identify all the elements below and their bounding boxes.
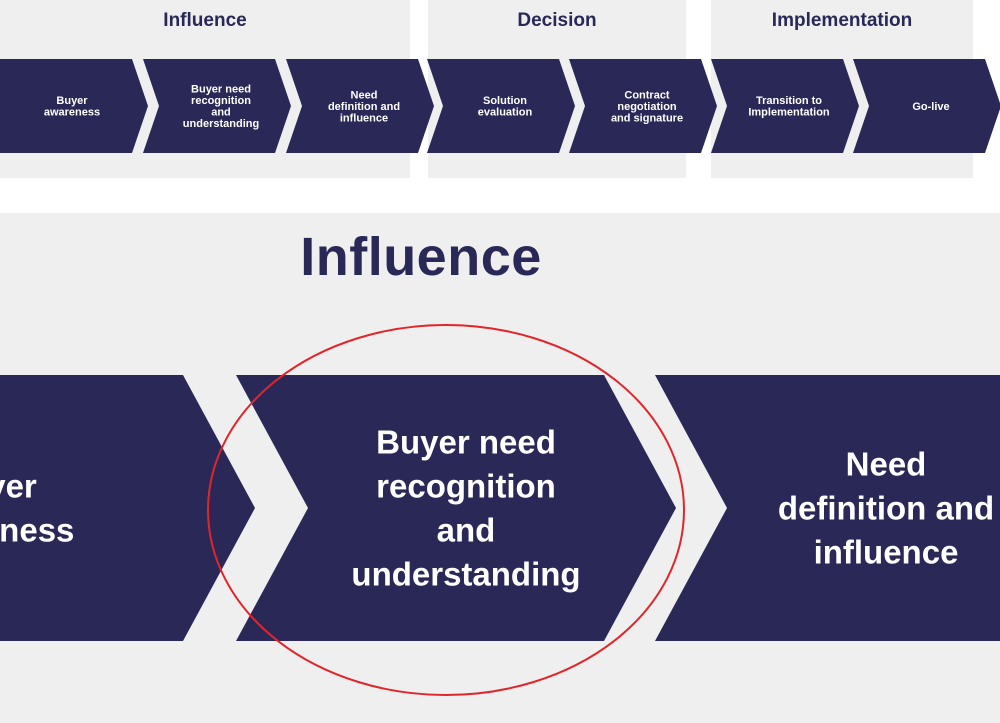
detail-step-buyer-need-recognition-and-understanding-chevron <box>236 375 676 641</box>
detail-step-need-definition-and-influence-label: Need definition and influence <box>778 446 994 571</box>
overview-step-buyer-awareness-label: Buyer awareness <box>44 95 100 119</box>
phase-title-influence: Influence <box>163 10 247 31</box>
overview-step-buyer-need-recognition-and-understanding-label: Buyer need recognition and understanding <box>183 84 259 131</box>
detail-title: Influence <box>300 227 542 287</box>
phase-title-decision: Decision <box>517 10 597 31</box>
phase-title-implementation: Implementation <box>771 10 913 31</box>
highlight-circle <box>207 324 685 696</box>
overview-step-contract-negotiation-and-signature-chevron <box>569 59 717 153</box>
overview-step-buyer-awareness-chevron <box>0 59 148 153</box>
detail-step-need-definition-and-influence-chevron <box>655 375 1000 641</box>
overview-step-need-definition-and-influence-chevron <box>286 59 434 153</box>
overview-step-solution-evaluation-label: Solution evaluation <box>478 95 533 119</box>
overview-process-flow: Buyer awareness Buyer need recognition and un… <box>0 59 1000 153</box>
overview-step-go-live-chevron <box>853 59 1000 153</box>
overview-step-solution-evaluation-chevron <box>427 59 575 153</box>
detail-step-buyer-awareness-chevron <box>0 375 255 641</box>
overview-step-need-definition-and-influence-label: Need definition and influence <box>328 89 400 124</box>
overview-step-transition-to-implementation-label: Transition to Implementation <box>748 95 830 119</box>
overview-step-buyer-need-recognition-and-understanding-chevron <box>143 59 291 153</box>
overview-step-transition-to-implementation-chevron <box>711 59 859 153</box>
overview-step-contract-negotiation-and-signature-label: Contract negotiation and signature <box>611 89 683 124</box>
detail-step-buyer-need-recognition-and-understanding-label: Buyer need recognition and understanding <box>351 424 580 593</box>
overview-step-go-live-label: Go-live <box>912 101 949 113</box>
